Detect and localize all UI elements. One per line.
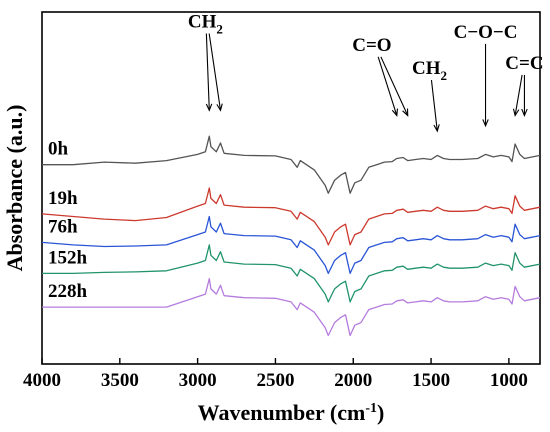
annotation-label: CH2 — [412, 58, 447, 83]
annotation-text: C−O−C — [454, 22, 518, 43]
annotation-arrow — [208, 33, 222, 111]
chart-axes — [41, 11, 541, 365]
x-tick-label: 3500 — [101, 370, 139, 391]
series-labels: 0h 19h 76h 152h 228h — [48, 139, 88, 302]
annotation-label: CH2 — [188, 12, 223, 37]
series-line-19h — [41, 187, 541, 246]
series-label-228h: 228h — [48, 281, 88, 302]
annotation-arrowhead — [402, 108, 409, 117]
y-axis-title: Absorbance (a.u.) — [2, 105, 27, 272]
series-label-0h: 0h — [48, 139, 69, 160]
annotation-arrowhead — [205, 103, 213, 112]
annotation-text: C=O — [352, 35, 391, 56]
plot-frame — [41, 11, 541, 365]
x-ticks: 4000 3500 3000 2500 2000 1500 1000 — [23, 358, 528, 391]
annotation-arrowhead — [391, 108, 399, 117]
series-line-228h — [42, 277, 541, 337]
series-line-152h — [42, 244, 541, 303]
annotation-arrow — [430, 80, 438, 132]
annotation-label: C=O — [352, 35, 391, 56]
annotation-label: C−O−C — [454, 22, 518, 43]
series-label-152h: 152h — [48, 247, 88, 268]
x-axis-title-main: Wavenumber (cm — [198, 400, 366, 425]
annotation-arrowhead — [512, 108, 520, 117]
annotation-text: CH — [188, 12, 217, 33]
x-tick-label: 3000 — [179, 370, 217, 391]
x-tick-label: 1500 — [412, 370, 450, 391]
series-line-0h — [42, 135, 541, 194]
annotation-arrow — [380, 56, 409, 116]
x-tick-label: 2000 — [334, 370, 372, 391]
annotation-arrowhead — [216, 103, 223, 112]
annotation-arrowhead — [521, 108, 528, 117]
series-line-76h — [41, 215, 541, 275]
annotation-arrow — [205, 33, 210, 111]
annotation-text: C=C — [505, 53, 543, 74]
annotation-arrowhead — [433, 124, 440, 133]
annotation-subscript: 2 — [441, 68, 448, 83]
x-axis-title-sup: -1 — [365, 401, 377, 416]
annotation-arrowhead — [482, 119, 489, 128]
series-label-19h: 19h — [48, 188, 78, 209]
series-label-76h: 76h — [48, 216, 78, 237]
annotation-arrow — [377, 56, 398, 116]
annotation-text: CH — [412, 58, 441, 79]
x-tick-label: 4000 — [23, 370, 61, 391]
annotation-arrow — [514, 74, 523, 116]
annotation-subscript: 2 — [216, 22, 223, 37]
x-tick-label: 1000 — [490, 370, 528, 391]
series-group — [41, 135, 541, 337]
x-tick-label: 2500 — [256, 370, 294, 391]
annotation-label: C=C — [505, 53, 543, 74]
x-axis-title: Wavenumber (cm-1) — [198, 400, 385, 425]
x-axis-title-end: ) — [377, 400, 384, 425]
